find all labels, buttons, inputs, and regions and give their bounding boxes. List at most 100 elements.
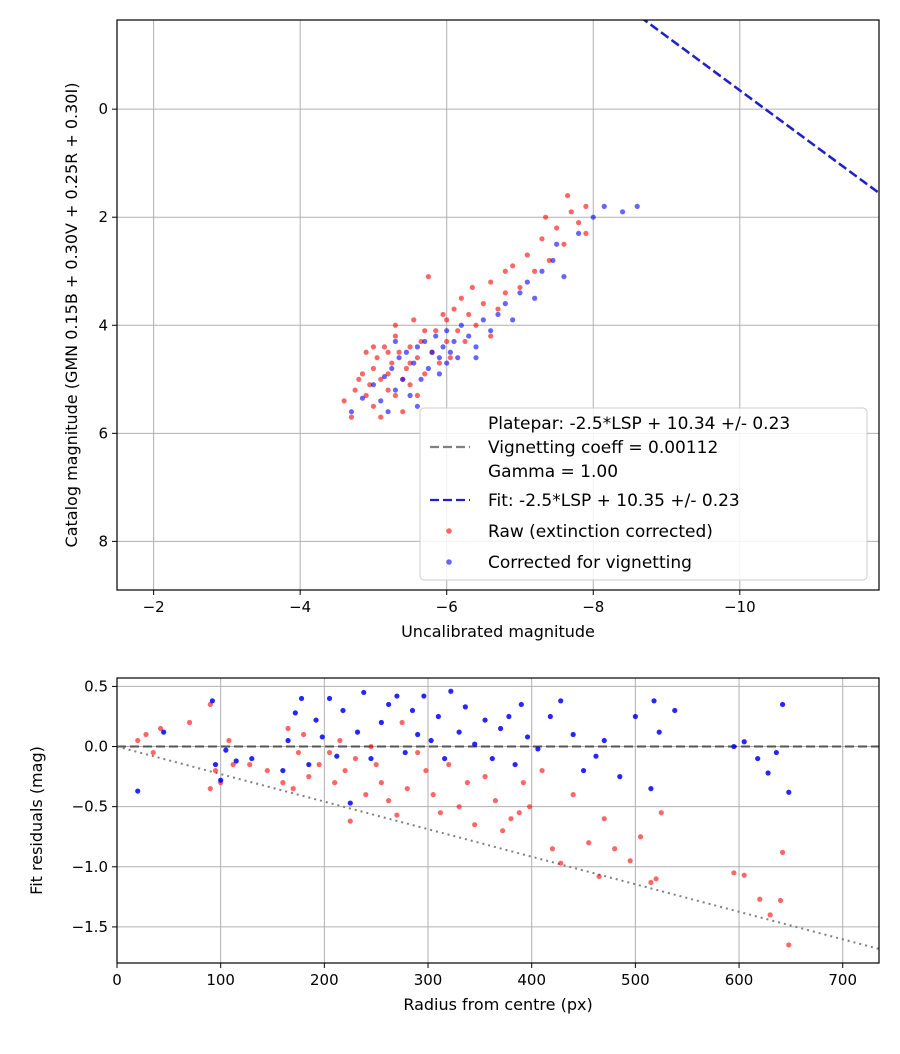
raw-point [212, 767, 219, 774]
raw-point [373, 761, 379, 768]
raw-point [186, 719, 193, 726]
corrected-point [444, 360, 450, 366]
raw-point [612, 846, 618, 852]
bottom-reference-lines [117, 745, 879, 950]
raw-point [157, 725, 164, 732]
raw-point [433, 328, 439, 334]
raw-point [488, 279, 494, 285]
raw-point [565, 192, 571, 199]
top-y-tick-label: 0 [98, 100, 108, 118]
raw-point [143, 731, 149, 738]
raw-point [342, 767, 348, 774]
corrected-point [550, 257, 556, 264]
corrected-point [779, 701, 786, 708]
top-tick-marks: −2 −4 −6 −8 −10 0 2 4 6 8 [98, 100, 755, 616]
corrected-point [532, 295, 538, 301]
legend-box [419, 407, 868, 581]
corrected-point [455, 355, 461, 361]
raw-point [415, 749, 421, 756]
corrected-point [411, 360, 417, 366]
raw-point [539, 236, 545, 242]
corrected-point [359, 395, 366, 401]
corrected-point [601, 203, 607, 209]
corrected-point [773, 749, 779, 756]
bottom-y-axis-label: Fit residuals (mag) [27, 746, 46, 895]
bottom-axes-frame [116, 677, 880, 964]
raw-point [570, 792, 576, 798]
corrected-point [656, 729, 662, 735]
raw-point [414, 355, 421, 361]
raw-point [543, 214, 549, 220]
top-x-tick-label: −6 [436, 598, 458, 616]
raw-point [285, 725, 291, 732]
bot-x-tick-label: 100 [206, 971, 235, 989]
corrected-point [634, 203, 640, 209]
raw-point [539, 767, 545, 774]
corrected-point [403, 349, 410, 355]
platepar-line [642, 20, 879, 195]
raw-point [455, 328, 461, 334]
raw-point [473, 322, 479, 328]
corrected-point [518, 701, 524, 708]
fit-line [642, 20, 879, 194]
raw-point [389, 360, 395, 366]
raw-point [385, 349, 391, 355]
corrected-point [617, 774, 623, 780]
bot-x-tick-label: 600 [725, 971, 754, 989]
corrected-point [334, 753, 340, 759]
bot-y-tick-label: −1.0 [72, 858, 108, 876]
bottom-scatter-points [135, 688, 792, 948]
raw-point [422, 371, 428, 377]
raw-point [524, 252, 530, 258]
raw-point [495, 306, 501, 312]
corrected-point [765, 770, 771, 776]
raw-point [516, 810, 522, 816]
corrected-point [414, 403, 421, 409]
vignetting-model-line [117, 745, 879, 950]
raw-point [436, 360, 442, 366]
corrected-point [392, 387, 399, 393]
corrected-point [648, 786, 654, 792]
corrected-point [442, 755, 448, 762]
corrected-point [580, 767, 587, 774]
raw-point [469, 284, 475, 291]
raw-point [601, 816, 607, 822]
corrected-point [535, 746, 541, 752]
bot-y-tick-label: −0.5 [72, 798, 108, 816]
raw-point [583, 203, 589, 209]
corrected-point [447, 349, 453, 355]
raw-point [378, 376, 384, 382]
corrected-point [456, 729, 462, 735]
top-y-tick-label: 4 [98, 316, 108, 334]
corrected-point [524, 279, 530, 285]
raw-point [407, 382, 413, 388]
raw-point [403, 365, 410, 372]
corrected-point [135, 788, 141, 794]
legend: Platepar: -2.5*LSP + 10.34 +/- 0.23 Vigne… [419, 407, 868, 581]
raw-point [653, 876, 659, 882]
corrected-point [575, 230, 582, 237]
raw-point [462, 338, 468, 345]
raw-point [447, 355, 453, 361]
corrected-point [386, 701, 392, 708]
raw-point [135, 737, 141, 744]
raw-point [414, 392, 421, 399]
corrected-point [223, 747, 229, 753]
legend-label: Vignetting coeff = 0.00112 [488, 438, 718, 458]
top-scatter-points [341, 192, 640, 420]
raw-point [226, 737, 232, 744]
raw-point [404, 786, 410, 792]
corrected-point [462, 704, 468, 710]
corrected-point [524, 734, 531, 740]
raw-point [437, 810, 444, 816]
raw-point [583, 230, 589, 237]
corrected-point [428, 737, 434, 744]
raw-point [466, 311, 472, 318]
raw-point [568, 209, 574, 215]
raw-point [527, 804, 533, 810]
corrected-point [436, 355, 442, 361]
raw-point [446, 761, 452, 768]
